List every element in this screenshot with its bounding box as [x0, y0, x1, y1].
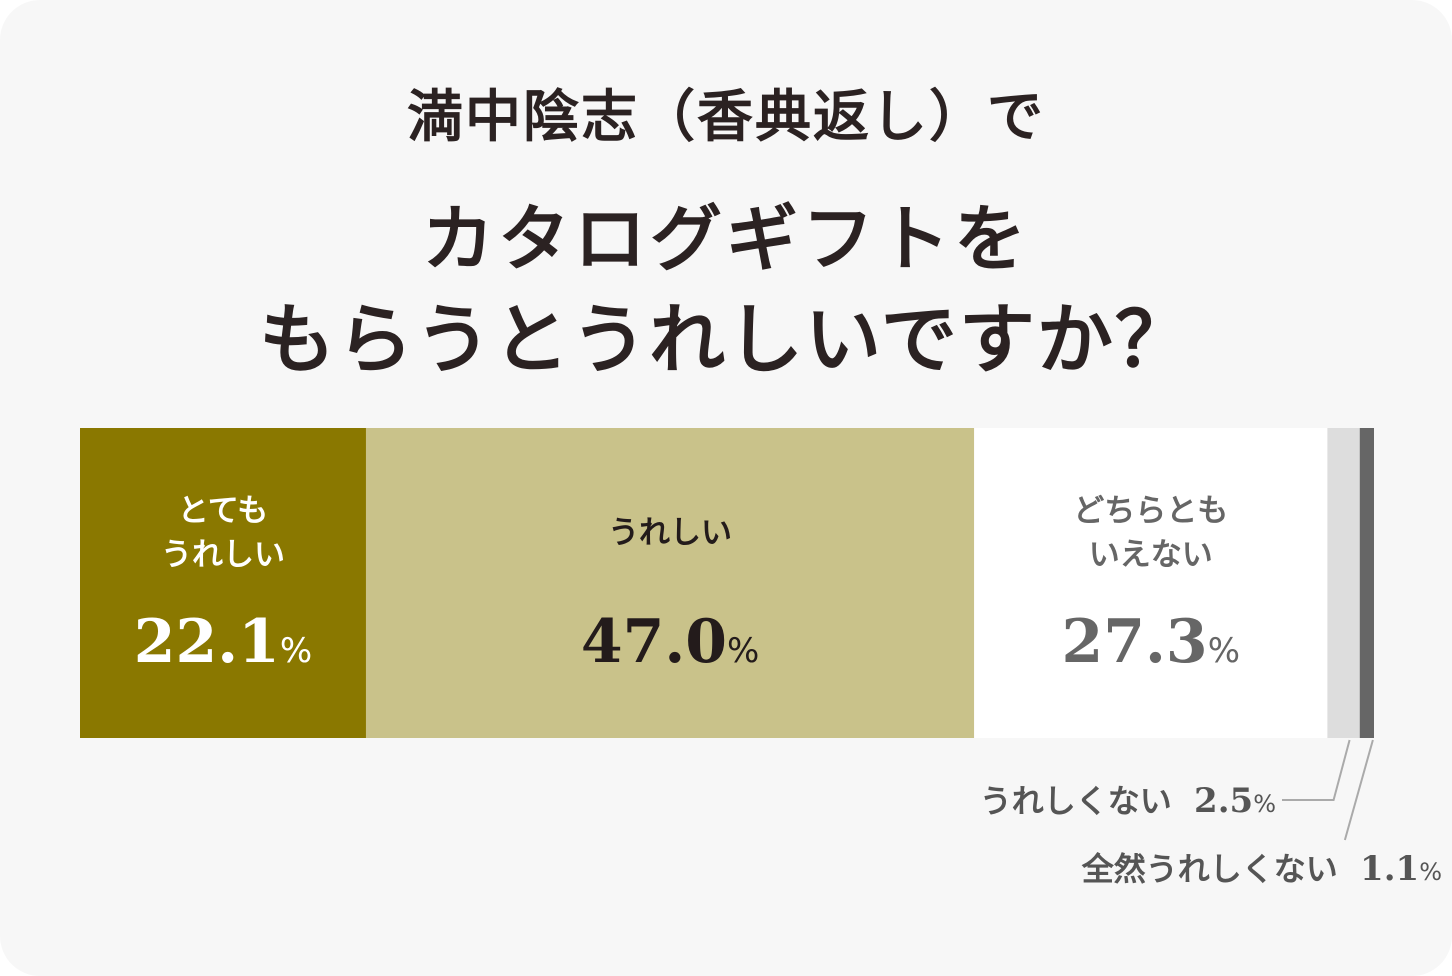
bar-segment-4 [1359, 428, 1374, 738]
segment-value-1: 47.0% [581, 607, 759, 677]
callout-line-4 [1343, 739, 1374, 841]
bar-segment-1 [365, 428, 975, 738]
bar-segment-3 [1327, 428, 1360, 738]
segment-value-0: 22.1% [134, 607, 312, 677]
bar-segment-0 [80, 428, 366, 738]
segment-value-2: 27.3% [1062, 607, 1240, 677]
bar-segment-2 [974, 428, 1328, 738]
segment-label-2-1: いえない [1089, 537, 1213, 573]
title-line-2: カタログギフトを [421, 197, 1030, 281]
segment-label-0-0: とても [178, 493, 269, 529]
segment-label-2-0: どちらとも [1073, 493, 1228, 529]
callout-label-4: 全然うれしくない 1.1% [1081, 849, 1442, 889]
segment-label-0-1: うれしい [161, 537, 285, 573]
title-line-1: 満中陰志（香典返し）で [407, 85, 1045, 150]
callout-line-3 [1282, 739, 1351, 801]
segment-label-1-0: うれしい [608, 515, 732, 551]
callout-label-3: うれしくない 2.5% [980, 781, 1276, 821]
title-line-3: もらうとうれしいですか？ [259, 295, 1193, 384]
